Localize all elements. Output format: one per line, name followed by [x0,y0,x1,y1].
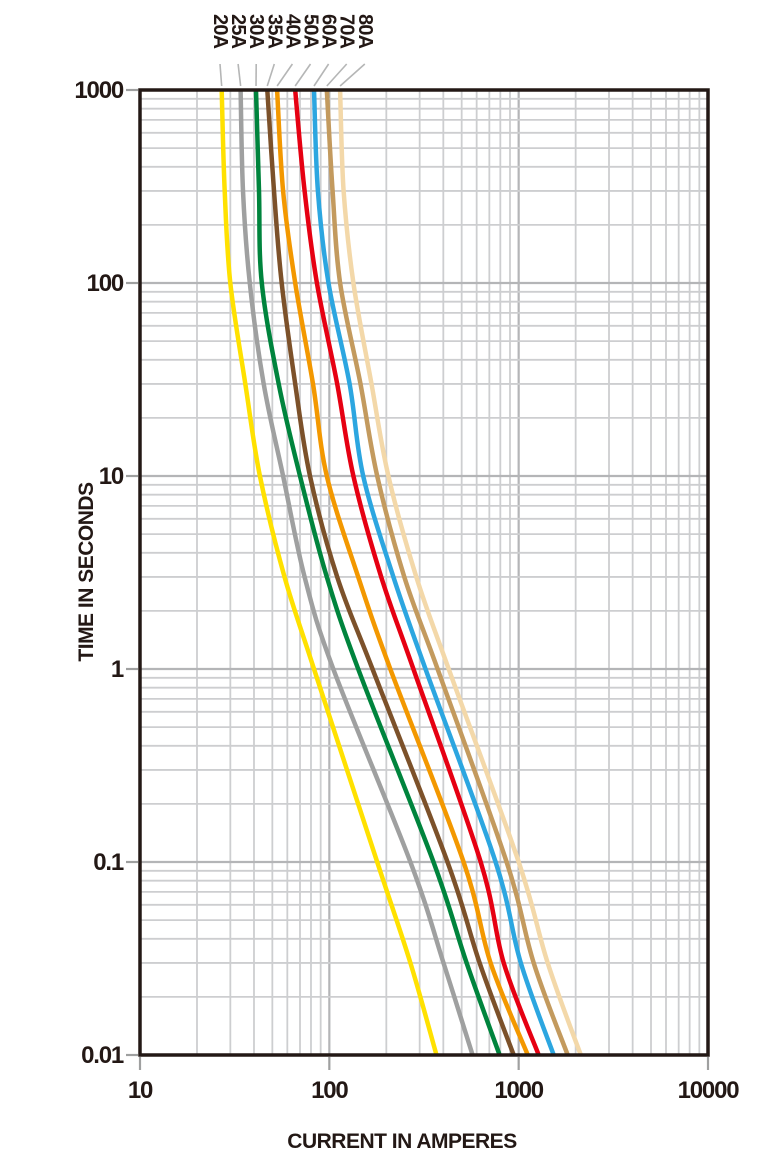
curve-label-30A: 30A [245,14,267,49]
leader-line-50A [294,63,312,87]
curve-35A [265,90,516,1055]
leader-line-40A [276,63,294,87]
leader-line-60A [313,63,330,87]
leader-line-25A [237,63,242,87]
curve-label-80A: 80A [354,14,376,49]
x-tick-label-10: 10 [128,1077,153,1104]
plot-frame [138,88,710,1057]
curve-20A [219,90,439,1055]
leader-line-20A [219,63,223,87]
curve-70A [324,90,570,1055]
curve-label-20A: 20A [209,14,231,49]
curve-50A [292,90,541,1055]
curve-label-40A: 40A [281,14,303,49]
leader-line-70A [326,63,348,87]
axis-ticks [126,88,710,1070]
y-tick-label-100: 100 [87,270,124,297]
curve-30A [253,90,502,1055]
curve-25A [238,90,475,1055]
curve-label-60A: 60A [318,14,340,49]
curve-80A [337,90,583,1055]
y-tick-label-10: 10 [99,463,124,490]
x-tick-label-100: 100 [311,1077,348,1104]
curve-40A [274,90,530,1055]
leader-line-35A [266,63,276,87]
x-tick-label-1000: 1000 [494,1077,543,1104]
x-axis-title: CURRENT IN AMPERES [287,1130,517,1153]
leader-line-80A [339,63,366,87]
y-tick-label-1: 1 [111,656,124,683]
y-axis-title: TIME IN SECONDS [75,482,98,662]
x-tick-label-10000: 10000 [678,1077,740,1104]
curve-label-35A: 35A [263,14,285,49]
y-tick-label-0.01: 0.01 [81,1042,124,1069]
y-tick-label-1000: 1000 [74,77,123,104]
curves [219,90,583,1055]
curve-label-25A: 25A [227,14,249,49]
curve-60A [311,90,556,1055]
curve-label-50A: 50A [300,14,322,49]
curve-label-70A: 70A [336,14,358,49]
y-tick-label-0.1: 0.1 [93,849,124,876]
